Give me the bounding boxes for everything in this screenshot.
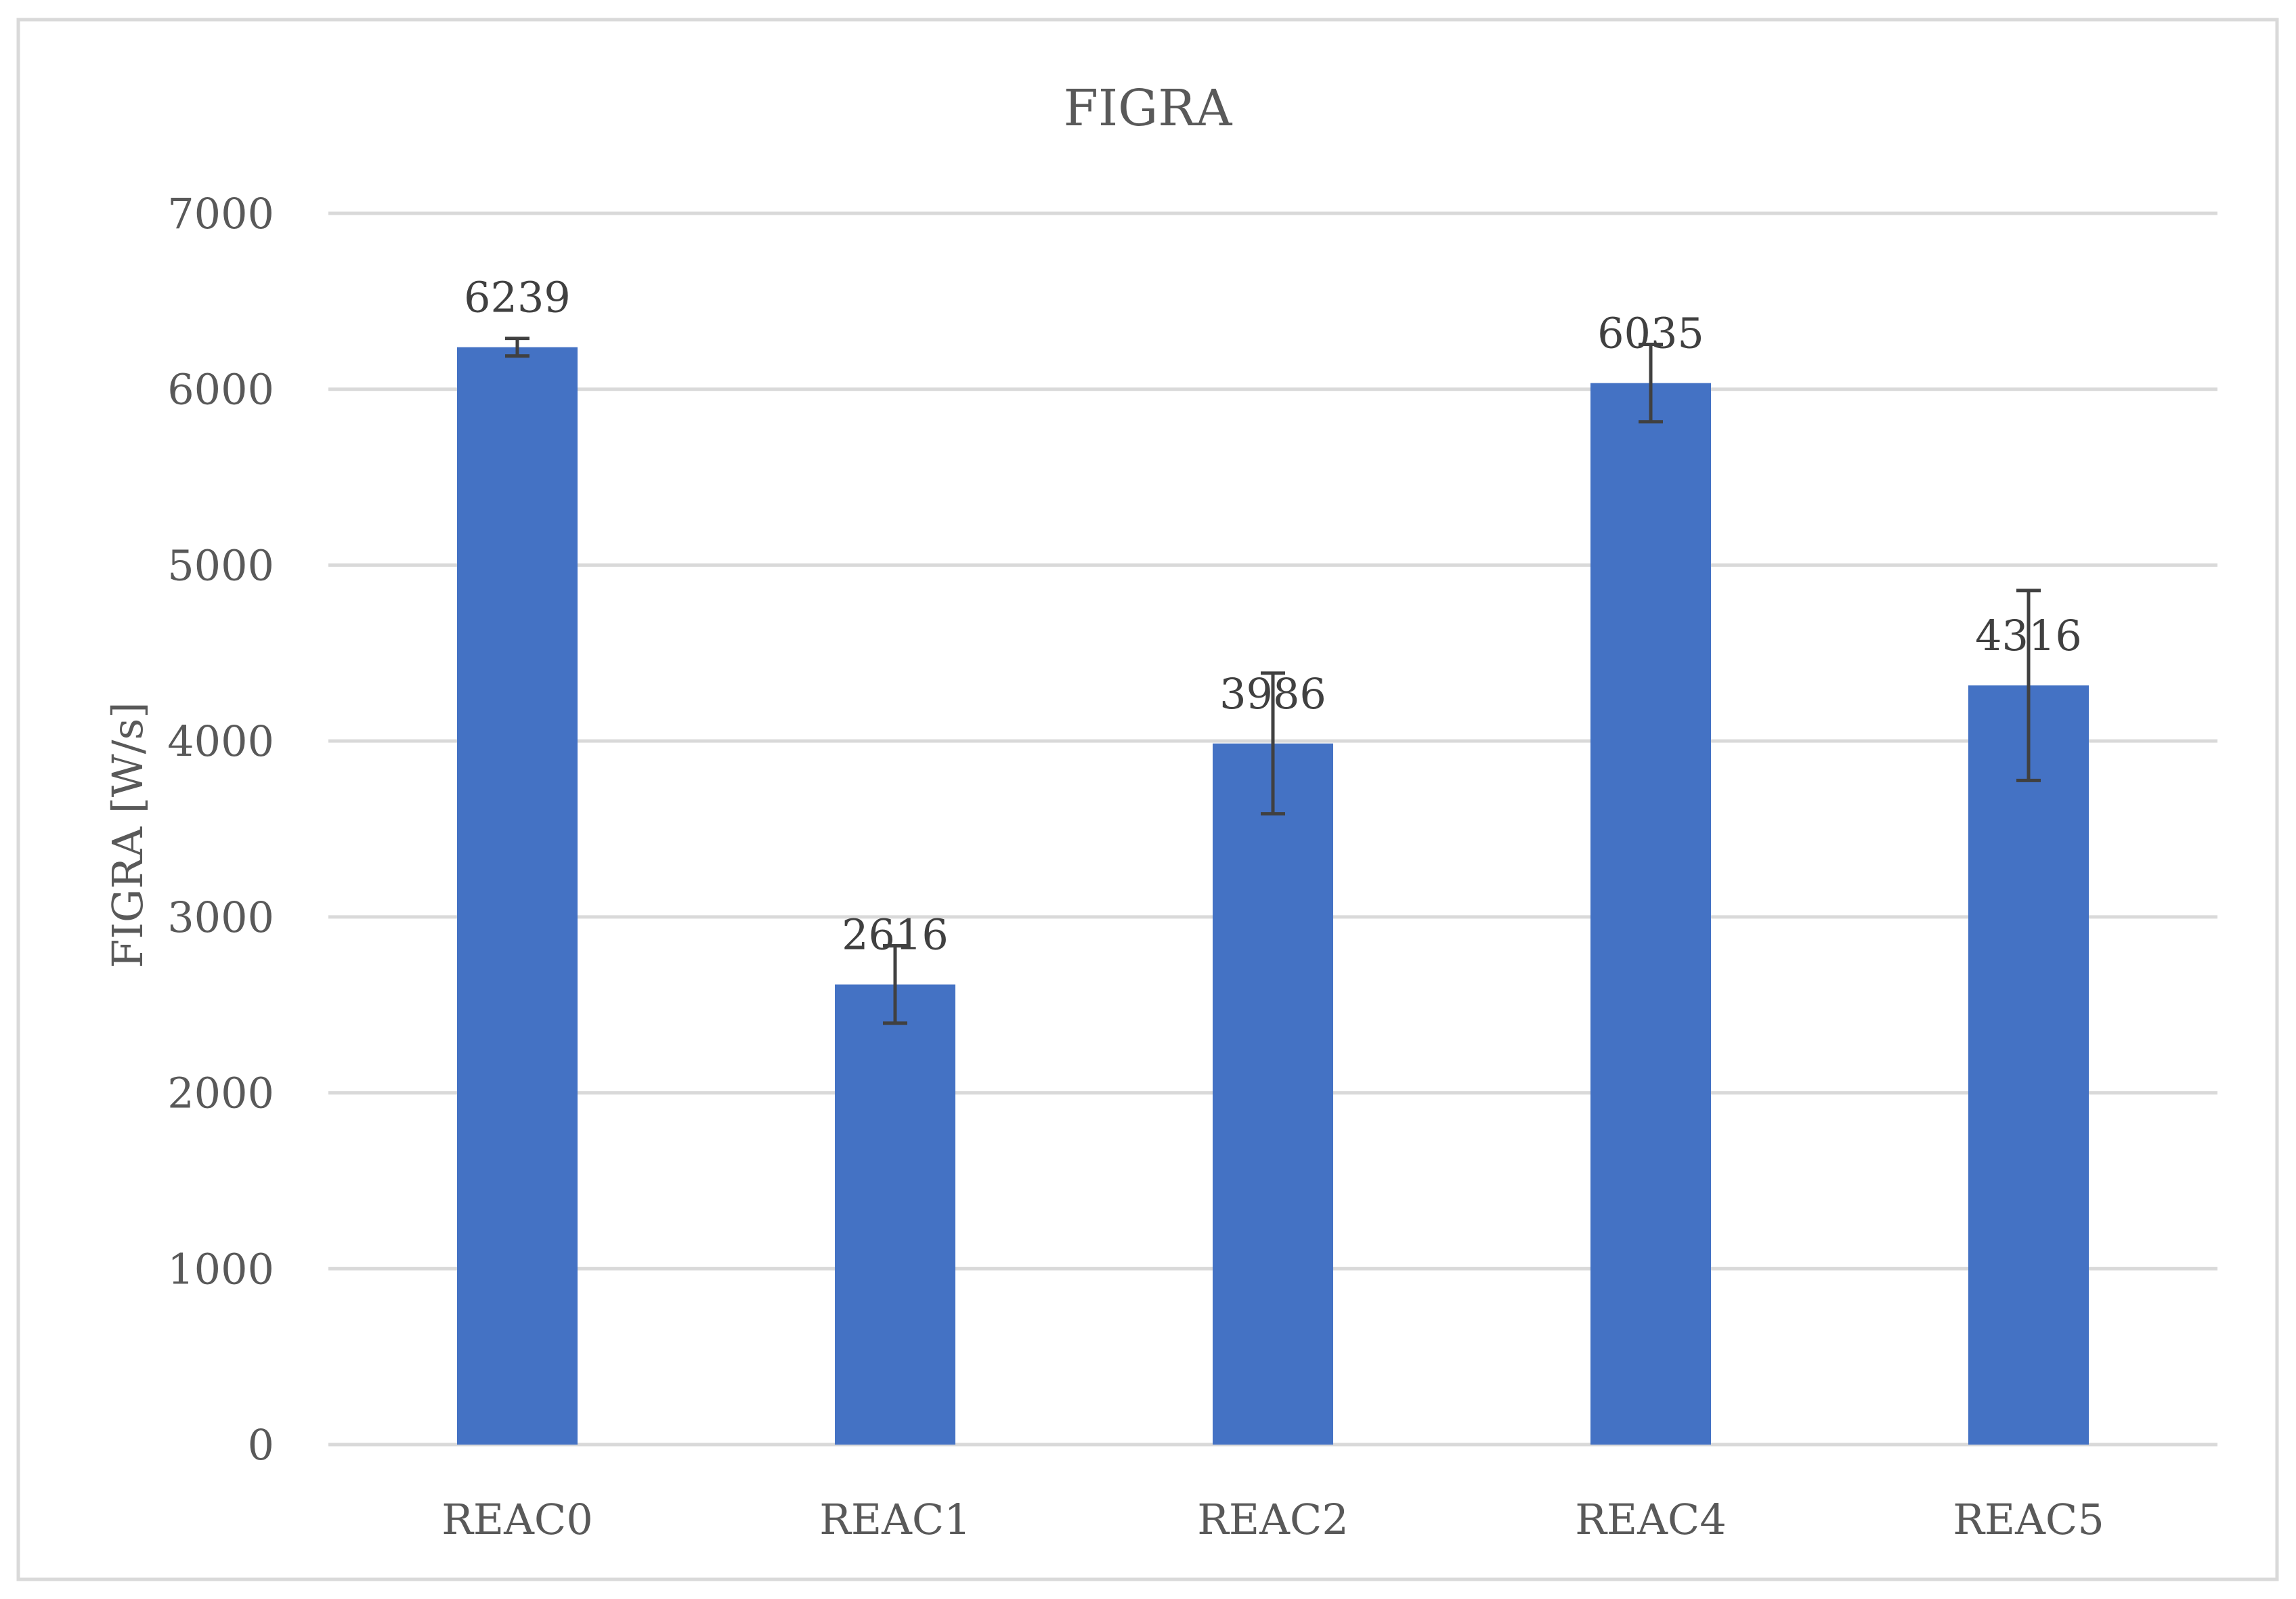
data-labels: 6239 2616 3986 6035 4316 xyxy=(464,273,2082,960)
error-bar-reac1 xyxy=(883,943,907,1025)
y-tick-label: 4000 xyxy=(167,717,274,766)
data-label-reac0: 6239 xyxy=(464,273,571,322)
y-tick-label: 5000 xyxy=(167,540,274,590)
data-label-reac2: 3986 xyxy=(1219,669,1326,719)
bar-reac0 xyxy=(457,347,578,1445)
data-label-reac5: 4316 xyxy=(1975,611,2082,660)
x-category-label: REAC5 xyxy=(1953,1495,2104,1544)
data-label-reac1: 2616 xyxy=(842,910,949,960)
error-bars xyxy=(505,337,2041,1025)
error-bar-reac4 xyxy=(1639,342,1663,424)
x-category-label: REAC4 xyxy=(1575,1495,1727,1544)
data-label-reac4: 6035 xyxy=(1597,309,1704,358)
chart-border xyxy=(16,18,2279,1581)
error-bar-reac2 xyxy=(1261,671,1285,816)
y-tick-label: 3000 xyxy=(167,893,274,942)
error-bar-reac0 xyxy=(505,337,529,358)
bar-reac2 xyxy=(1213,743,1333,1445)
bar-reac5 xyxy=(1968,685,2089,1445)
y-tick-label: 7000 xyxy=(167,189,274,238)
x-category-label: REAC0 xyxy=(441,1495,593,1544)
chart-title: FIGRA xyxy=(1064,79,1233,137)
error-bar-reac5 xyxy=(2016,589,2041,782)
bars xyxy=(457,347,2089,1445)
bar-reac4 xyxy=(1590,383,1711,1445)
x-axis-categories: REAC0 REAC1 REAC2 REAC4 REAC5 xyxy=(441,1495,2104,1544)
bar-reac1 xyxy=(835,984,955,1445)
y-axis-label: FIGRA [W/s] xyxy=(103,702,152,968)
y-tick-label: 0 xyxy=(248,1420,274,1470)
y-axis-ticks: 0 1000 2000 3000 4000 5000 6000 7000 xyxy=(167,189,274,1470)
x-category-label: REAC2 xyxy=(1197,1495,1349,1544)
x-category-label: REAC1 xyxy=(819,1495,971,1544)
y-tick-label: 6000 xyxy=(167,365,274,414)
y-tick-label: 2000 xyxy=(167,1069,274,1118)
y-tick-label: 1000 xyxy=(167,1244,274,1294)
